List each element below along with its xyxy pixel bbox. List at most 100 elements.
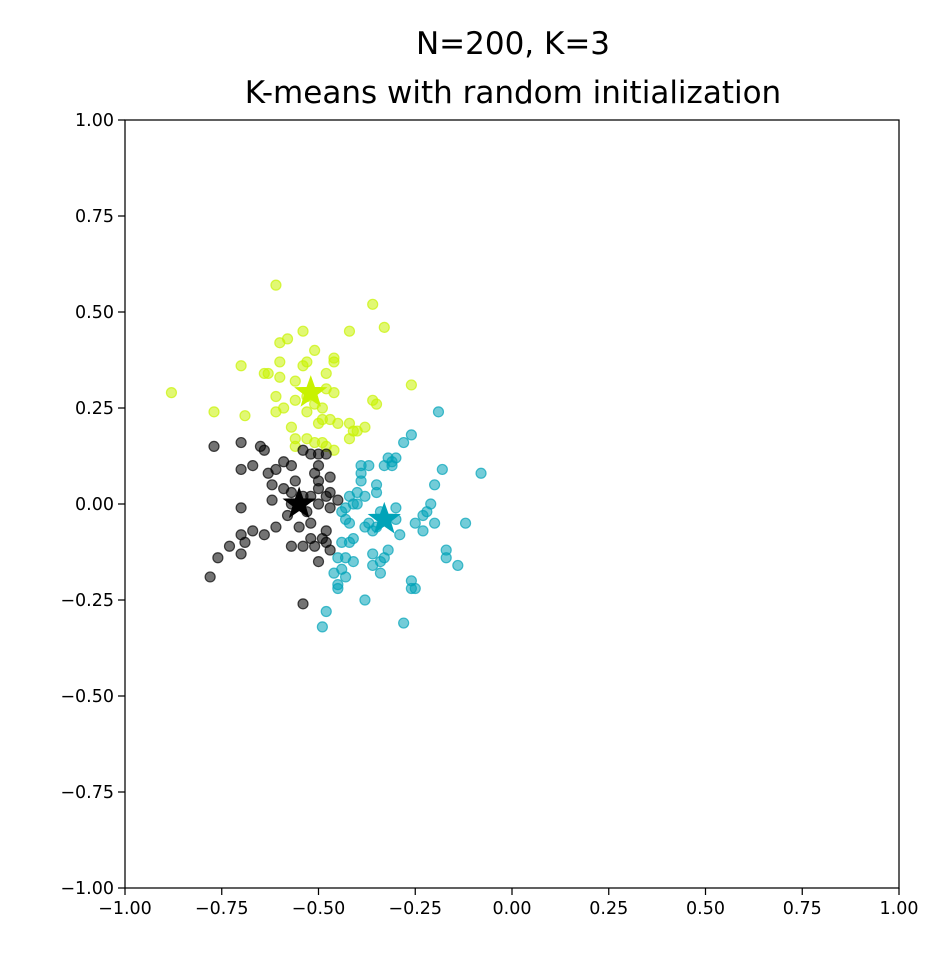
data-point-cluster-2 — [309, 540, 321, 552]
data-point-cluster-2 — [270, 521, 282, 533]
data-point-cluster-3 — [320, 605, 332, 618]
data-point-cluster-1 — [370, 398, 383, 410]
data-point-cluster-3 — [417, 525, 429, 537]
data-point-cluster-2 — [235, 502, 247, 514]
data-point-cluster-2 — [312, 555, 325, 568]
data-point-cluster-2 — [235, 463, 247, 476]
data-point-cluster-3 — [421, 506, 433, 518]
data-point-cluster-2 — [239, 536, 251, 549]
data-point-cluster-3 — [394, 529, 406, 541]
data-point-cluster-3 — [347, 532, 359, 545]
data-point-cluster-3 — [367, 548, 379, 560]
data-point-cluster-1 — [262, 367, 274, 380]
data-point-cluster-2 — [312, 498, 325, 510]
data-point-cluster-1 — [328, 356, 340, 368]
data-point-cluster-2 — [320, 490, 332, 502]
data-point-cluster-3 — [359, 594, 371, 606]
data-point-cluster-3 — [336, 536, 348, 549]
centroid-star-icon-3 — [367, 501, 401, 534]
data-point-cluster-3 — [370, 486, 383, 499]
chart-title-line-2: K-means with random initialization — [245, 75, 781, 111]
data-point-cluster-2 — [285, 540, 298, 552]
data-point-cluster-1 — [343, 325, 356, 337]
data-point-cluster-1 — [328, 387, 340, 399]
x-tick-label: 1.00 — [880, 899, 919, 919]
data-point-cluster-1 — [297, 325, 309, 337]
data-point-cluster-2 — [324, 471, 336, 483]
data-point-cluster-1 — [239, 410, 251, 422]
chart-title-line-1: N=200, K=3 — [416, 26, 610, 62]
data-point-cluster-2 — [289, 475, 301, 487]
data-point-cluster-2 — [297, 598, 309, 610]
data-point-cluster-1 — [270, 279, 282, 291]
data-point-cluster-3 — [459, 517, 472, 529]
y-tick-label: −0.25 — [60, 591, 114, 611]
data-point-cluster-3 — [475, 467, 487, 479]
x-tick-label: 0.00 — [493, 899, 532, 919]
data-point-cluster-1 — [270, 406, 282, 418]
data-point-cluster-1 — [165, 387, 178, 399]
data-point-cluster-3 — [332, 552, 344, 564]
data-point-cluster-2 — [247, 460, 259, 472]
data-point-cluster-3 — [316, 621, 328, 633]
data-point-cluster-3 — [432, 406, 445, 418]
data-point-cluster-3 — [452, 559, 464, 572]
data-point-cluster-2 — [320, 448, 332, 460]
data-point-cluster-2 — [262, 467, 274, 479]
data-point-cluster-3 — [332, 582, 344, 595]
data-points — [165, 279, 487, 633]
x-tick-label: 0.25 — [589, 899, 628, 919]
data-point-cluster-3 — [436, 463, 448, 476]
x-tick-label: −0.25 — [388, 899, 442, 919]
data-point-cluster-1 — [270, 390, 282, 403]
data-point-cluster-2 — [235, 436, 247, 449]
data-point-cluster-3 — [382, 544, 394, 556]
data-point-cluster-3 — [374, 567, 387, 579]
data-point-cluster-1 — [309, 344, 321, 356]
y-tick-label: 1.00 — [75, 111, 114, 131]
data-point-cluster-1 — [274, 371, 286, 383]
data-point-cluster-1 — [378, 321, 390, 333]
data-point-cluster-2 — [285, 460, 298, 472]
data-point-cluster-2 — [208, 440, 220, 452]
data-point-cluster-2 — [305, 448, 317, 460]
data-point-cluster-2 — [285, 486, 298, 499]
y-tick-label: 0.75 — [75, 207, 114, 227]
data-point-cluster-3 — [405, 429, 417, 441]
data-point-cluster-2 — [258, 444, 270, 456]
data-point-cluster-3 — [347, 555, 359, 568]
y-axis-ticks: −1.00 −0.75 −0.50 −0.25 0.00 0.25 0.50 0.75 1.00 — [60, 111, 125, 899]
data-point-cluster-2 — [324, 544, 336, 556]
data-point-cluster-3 — [359, 490, 371, 502]
centroid-star-icon-1 — [294, 375, 328, 407]
data-point-cluster-1 — [285, 421, 298, 433]
data-point-cluster-2 — [266, 494, 278, 506]
x-tick-label: −1.00 — [98, 899, 152, 919]
x-tick-label: 0.50 — [686, 899, 725, 919]
data-point-cluster-3 — [328, 567, 340, 579]
data-point-cluster-2 — [305, 517, 317, 529]
data-point-cluster-1 — [274, 356, 286, 368]
data-point-cluster-2 — [235, 548, 247, 560]
data-point-cluster-3 — [386, 460, 398, 472]
data-point-cluster-3 — [440, 552, 452, 564]
data-point-cluster-1 — [274, 337, 286, 349]
data-point-cluster-1 — [405, 379, 417, 391]
data-point-cluster-3 — [409, 582, 421, 595]
data-point-cluster-1 — [367, 298, 379, 310]
data-point-cluster-1 — [359, 421, 371, 433]
data-point-cluster-3 — [355, 475, 367, 487]
y-tick-label: 0.50 — [75, 303, 114, 323]
data-point-cluster-3 — [339, 571, 352, 583]
data-point-cluster-2 — [212, 552, 224, 564]
data-point-cluster-2 — [258, 529, 270, 541]
data-point-cluster-2 — [247, 525, 259, 537]
data-point-cluster-1 — [343, 433, 356, 445]
data-point-cluster-2 — [293, 521, 305, 533]
data-point-cluster-3 — [409, 517, 421, 529]
data-point-cluster-2 — [204, 571, 216, 583]
data-point-cluster-3 — [367, 559, 379, 572]
data-point-cluster-2 — [297, 540, 309, 552]
y-tick-label: 0.00 — [75, 495, 114, 515]
